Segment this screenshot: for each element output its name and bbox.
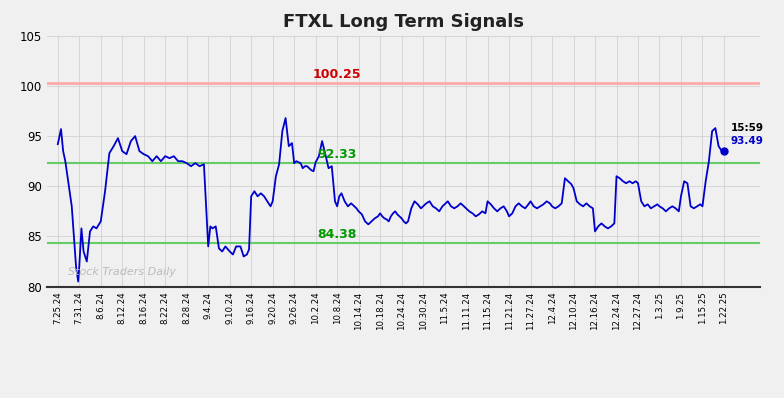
Text: 92.33: 92.33	[318, 148, 357, 162]
Text: 84.38: 84.38	[318, 228, 357, 241]
Text: 15:59: 15:59	[731, 123, 764, 133]
Title: FTXL Long Term Signals: FTXL Long Term Signals	[283, 14, 524, 31]
Text: 100.25: 100.25	[313, 68, 361, 82]
Text: 93.49: 93.49	[731, 136, 764, 146]
Text: Stock Traders Daily: Stock Traders Daily	[68, 267, 176, 277]
